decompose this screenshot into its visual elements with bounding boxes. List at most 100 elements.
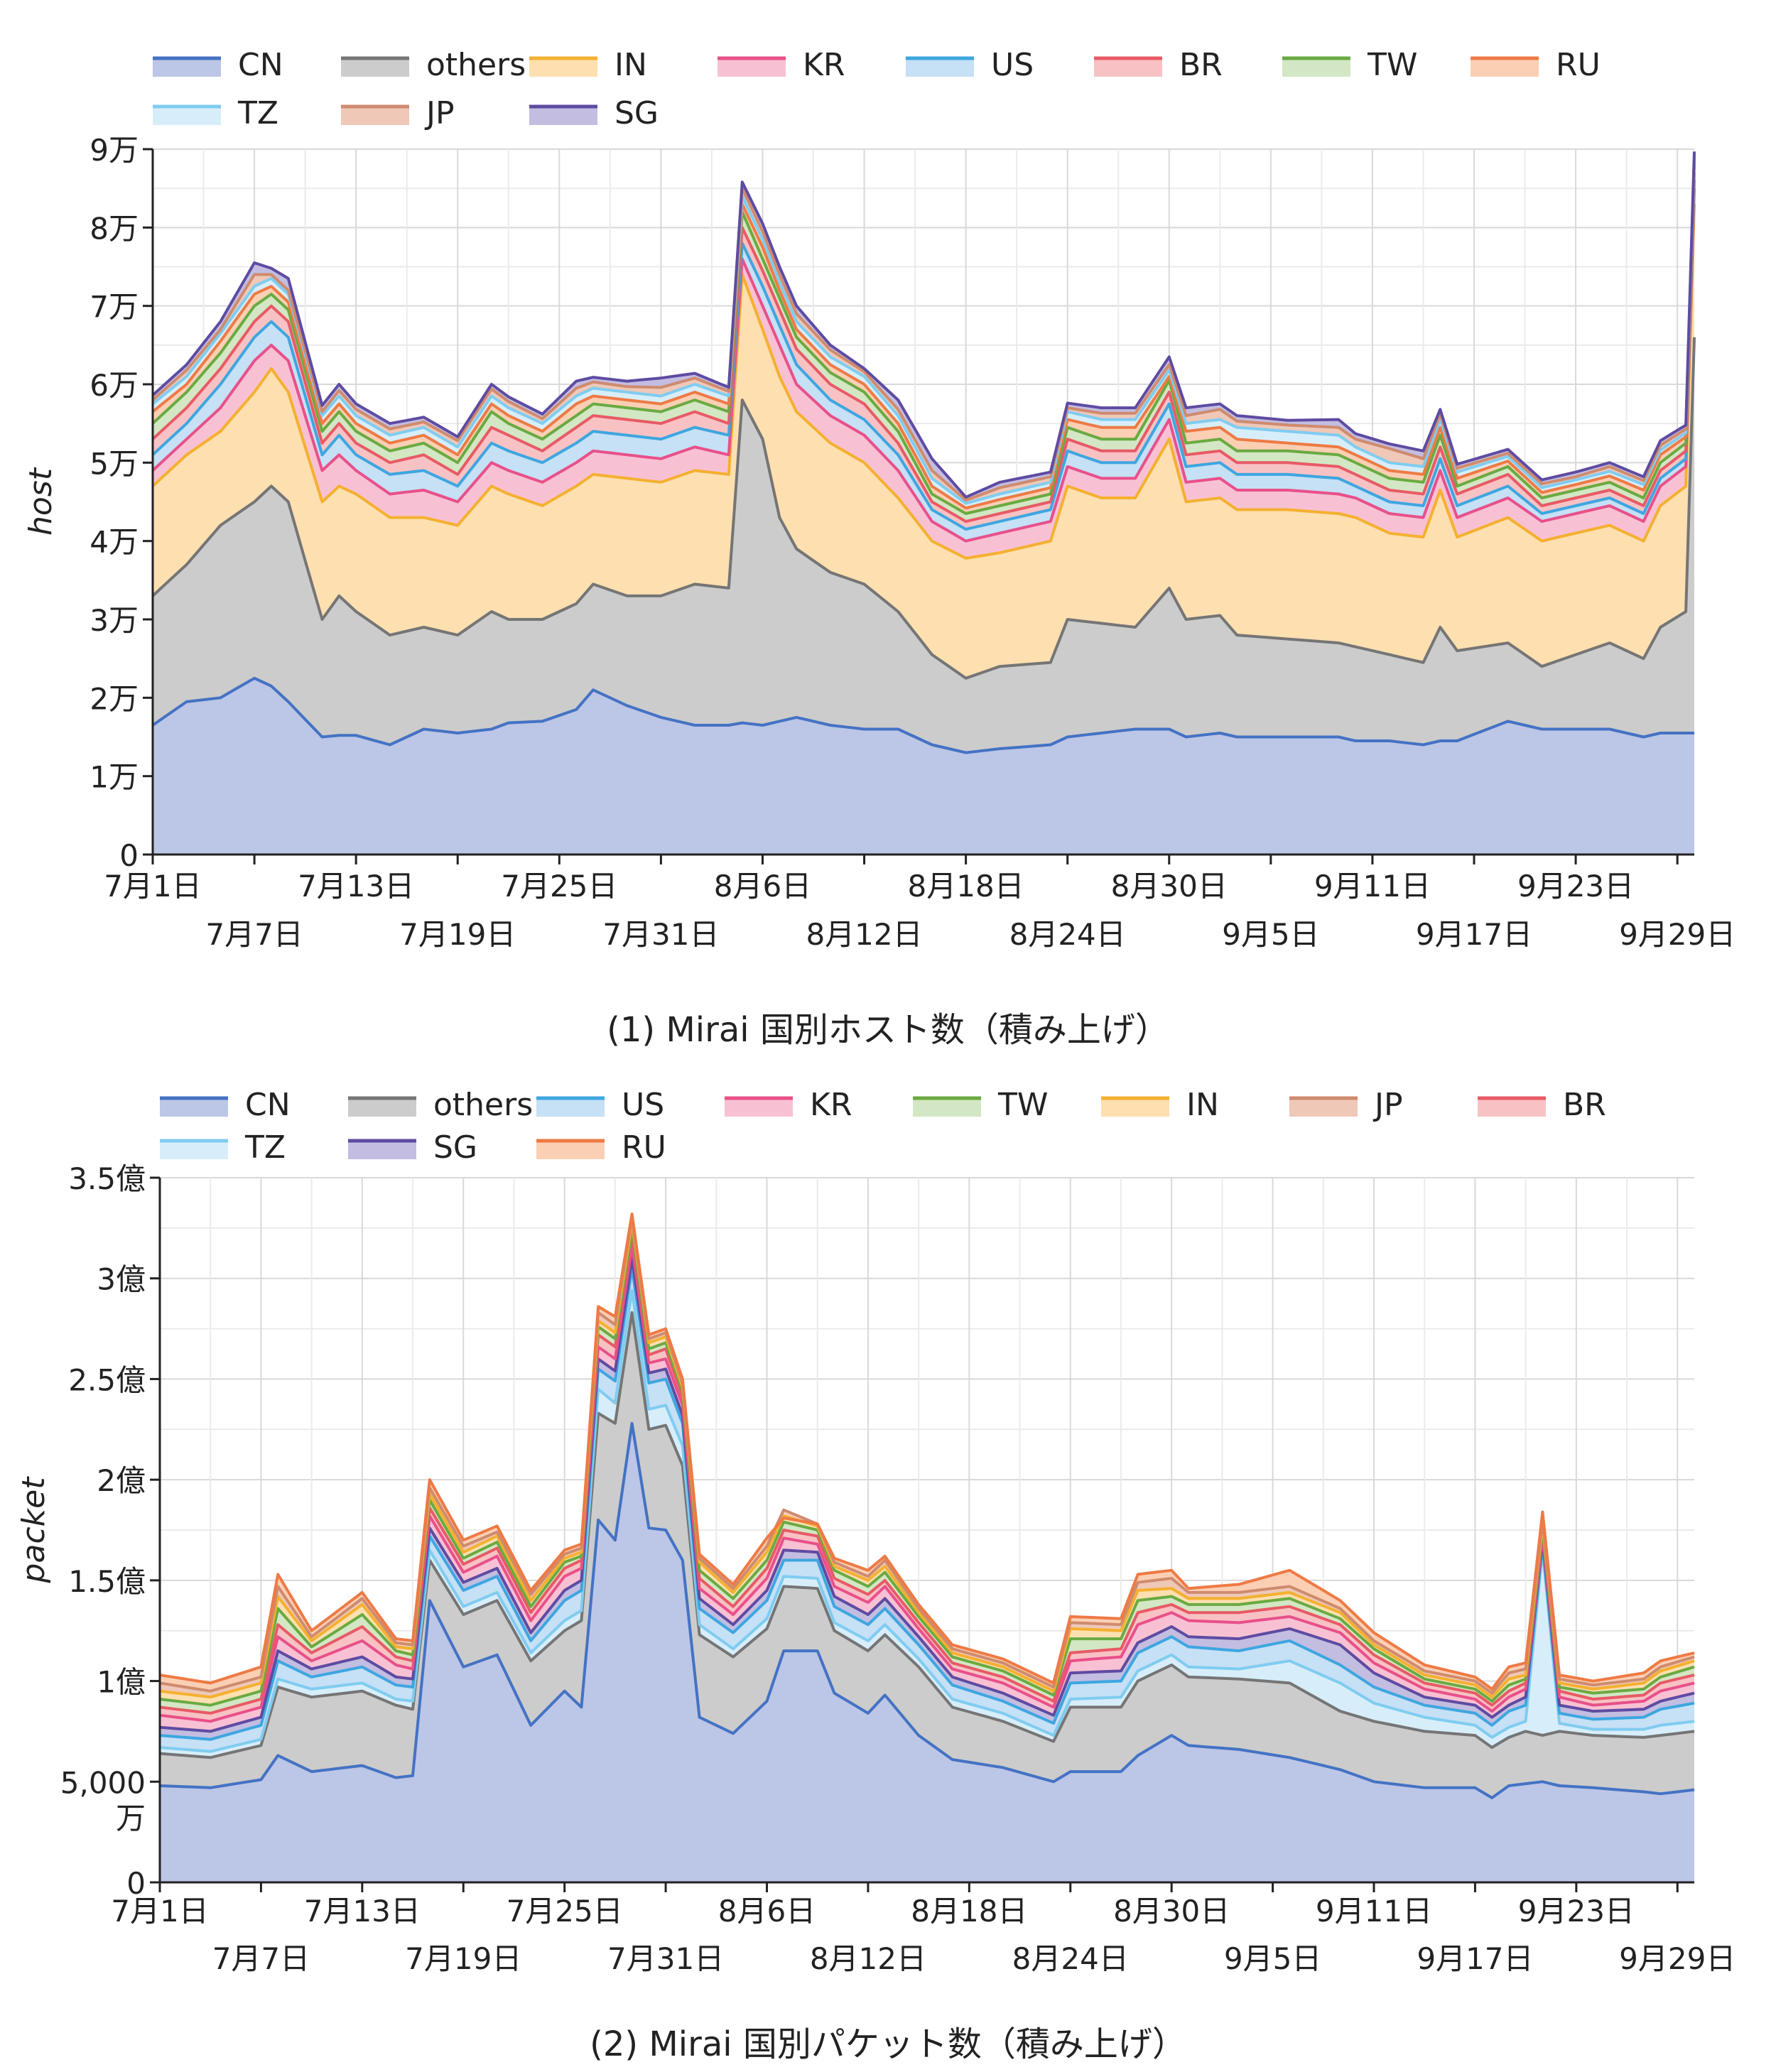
series-line-cn bbox=[151, 676, 1694, 754]
legend-label: IN bbox=[614, 47, 647, 83]
legend-item-sg: SG bbox=[529, 95, 659, 131]
legend: CN others US KR TW IN JP BR TZ SG RU bbox=[160, 1087, 1606, 1166]
x-tick-label: 7月19日 bbox=[399, 917, 516, 952]
legend-label: RU bbox=[622, 1129, 666, 1166]
y-tick-label: 2億 bbox=[97, 1463, 146, 1498]
series-line-in bbox=[151, 204, 1696, 560]
y-tick-label: 万 bbox=[116, 1801, 146, 1835]
legend-swatch bbox=[153, 107, 221, 125]
legend-label: BR bbox=[1563, 1087, 1606, 1123]
x-tick-label: 8月18日 bbox=[908, 869, 1024, 904]
legend-label: TW bbox=[997, 1087, 1048, 1123]
series-line-tz bbox=[159, 1289, 1695, 1753]
x-tick-label: 8月6日 bbox=[718, 1894, 816, 1929]
y-tick-label: 1万 bbox=[90, 760, 139, 795]
x-tick-label: 9月11日 bbox=[1316, 1894, 1432, 1929]
legend-swatch bbox=[529, 107, 597, 125]
legend-item-us: US bbox=[536, 1087, 664, 1123]
legend-swatch bbox=[536, 1098, 605, 1117]
legend-label: KR bbox=[810, 1087, 852, 1123]
x-tick-label: 7月13日 bbox=[304, 1894, 421, 1929]
x-tick-label: 8月30日 bbox=[1111, 869, 1228, 904]
x-tick-label: 9月17日 bbox=[1416, 917, 1532, 952]
y-tick-label: 0 bbox=[119, 838, 139, 873]
legend-item-br: BR bbox=[1478, 1087, 1606, 1123]
legend-swatch bbox=[1101, 1098, 1169, 1117]
host-stacked-area-chart: CN others IN KR US BR TW RU TZ JP SG 0 1万 2万 3万 4万 5万 6万 7… bbox=[23, 47, 1736, 952]
series-area-in bbox=[153, 204, 1694, 678]
y-tick-label: 2万 bbox=[90, 681, 139, 716]
y-tick-label: 4万 bbox=[90, 525, 139, 560]
x-tick-label: 8月24日 bbox=[1009, 917, 1126, 952]
legend-swatch bbox=[153, 58, 221, 77]
y-tick-label: 8万 bbox=[90, 211, 139, 246]
legend-label: TZ bbox=[237, 95, 278, 131]
legend-swatch bbox=[906, 58, 974, 77]
x-tick-label: 7月7日 bbox=[205, 917, 303, 952]
legend-label: CN bbox=[238, 47, 283, 83]
x-tick-label: 7月31日 bbox=[602, 917, 719, 952]
series-area-us bbox=[160, 1268, 1694, 1752]
legend-item-jp: JP bbox=[341, 95, 455, 131]
legend-swatch bbox=[341, 58, 409, 77]
series-areas bbox=[160, 1214, 1694, 1882]
legend-item-in: IN bbox=[529, 47, 647, 83]
x-tick-label: 7月19日 bbox=[405, 1941, 521, 1976]
legend-item-in: IN bbox=[1101, 1087, 1219, 1123]
legend-label: KR bbox=[803, 47, 845, 83]
x-tick-label: 7月13日 bbox=[298, 869, 414, 904]
legend-label: SG bbox=[614, 95, 659, 131]
legend-swatch bbox=[341, 107, 409, 125]
y-tick-label: 5,000 bbox=[60, 1765, 146, 1800]
legend-label: JP bbox=[1372, 1087, 1403, 1123]
series-line-kr bbox=[151, 188, 1696, 543]
legend-item-br: BR bbox=[1094, 47, 1223, 83]
x-tick-label: 7月25日 bbox=[501, 869, 617, 904]
series-lines bbox=[151, 151, 1696, 754]
x-tick-label: 7月1日 bbox=[111, 1894, 208, 1929]
x-tick-label: 7月7日 bbox=[212, 1941, 310, 1976]
series-line-others bbox=[151, 337, 1696, 680]
series-line-sg bbox=[151, 151, 1696, 499]
legend-item-tw: TW bbox=[1282, 47, 1417, 83]
series-lines bbox=[159, 1213, 1695, 1799]
series-line-ru bbox=[151, 161, 1696, 510]
y-axis-title: packet bbox=[16, 1476, 52, 1584]
legend-swatch bbox=[725, 1098, 793, 1117]
x-tick-label: 8月24日 bbox=[1012, 1941, 1129, 1976]
x-tick-label: 9月29日 bbox=[1619, 917, 1736, 952]
legend-label: BR bbox=[1179, 47, 1223, 83]
x-tick-label: 9月11日 bbox=[1314, 869, 1431, 904]
legend-swatch bbox=[1094, 58, 1162, 77]
y-tick-label: 9万 bbox=[90, 133, 139, 168]
series-area-others bbox=[160, 1312, 1694, 1798]
y-tick-label: 1.5億 bbox=[68, 1564, 146, 1599]
legend-label: JP bbox=[424, 95, 455, 131]
legend-item-tz: TZ bbox=[153, 95, 278, 131]
x-tick-label: 8月30日 bbox=[1113, 1894, 1230, 1929]
x-tick-label: 9月17日 bbox=[1417, 1941, 1533, 1976]
y-tick-label: 0 bbox=[126, 1866, 146, 1901]
y-tick-label: 3.5億 bbox=[68, 1161, 146, 1196]
series-area-sg bbox=[160, 1258, 1694, 1740]
legend-swatch bbox=[160, 1098, 228, 1117]
y-tick-label: 7万 bbox=[90, 290, 139, 325]
legend-item-tw: TW bbox=[913, 1087, 1048, 1123]
x-tick-label: 8月12日 bbox=[810, 1941, 926, 1976]
legend-label: US bbox=[622, 1087, 664, 1123]
y-tick-label: 3万 bbox=[90, 603, 139, 638]
x-tick-label: 7月1日 bbox=[104, 869, 201, 904]
y-tick-label: 6万 bbox=[90, 368, 139, 403]
legend-label: others bbox=[433, 1087, 533, 1123]
legend-item-jp: JP bbox=[1289, 1087, 1403, 1123]
legend-swatch bbox=[348, 1141, 416, 1159]
x-tick-label: 8月6日 bbox=[714, 869, 811, 904]
legend-swatch bbox=[1282, 58, 1350, 77]
series-area-cn bbox=[160, 1423, 1694, 1882]
legend-label: others bbox=[426, 47, 526, 83]
legend-swatch bbox=[529, 58, 597, 77]
legend-label: RU bbox=[1556, 47, 1601, 83]
series-line-tw bbox=[151, 165, 1696, 515]
